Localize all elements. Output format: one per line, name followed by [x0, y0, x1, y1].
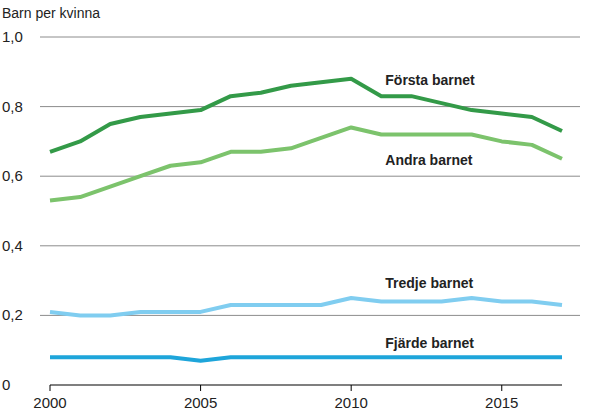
x-axis-line: [50, 384, 562, 385]
series-group: [50, 79, 562, 361]
x-tick: [200, 385, 201, 391]
series-label: Andra barnet: [385, 152, 472, 168]
x-tick: [501, 385, 502, 391]
grid-line: [40, 176, 580, 177]
x-tick-label: 2000: [33, 394, 66, 411]
series-line: [50, 79, 562, 152]
series-line: [50, 298, 562, 315]
x-tick: [50, 385, 51, 391]
grid-line: [40, 245, 580, 246]
x-tick-label: 2010: [334, 394, 367, 411]
series-label: Första barnet: [385, 72, 475, 88]
y-tick-label: 1,0: [2, 28, 23, 45]
y-tick-label: 0,8: [2, 98, 23, 115]
chart: 0 0,2 0,4 0,6 0,8 1,0 Barn per kvinna 2000 2005 2…: [0, 0, 600, 420]
y-tick-label: 0,4: [2, 237, 23, 254]
y-axis-label: Barn per kvinna: [2, 5, 100, 21]
grid-line: [40, 37, 580, 38]
y-tick-label: 0,2: [2, 306, 23, 323]
x-tick-label: 2005: [184, 394, 217, 411]
series-line: [50, 127, 562, 200]
y-tick-label: 0,6: [2, 167, 23, 184]
grid-line: [40, 106, 580, 107]
series-line: [50, 357, 562, 360]
y-tick-label: 0: [2, 376, 10, 393]
series-label: Fjärde barnet: [385, 335, 474, 351]
series-label: Tredje barnet: [385, 275, 473, 291]
x-tick-label: 2015: [485, 394, 518, 411]
x-tick: [351, 385, 352, 391]
